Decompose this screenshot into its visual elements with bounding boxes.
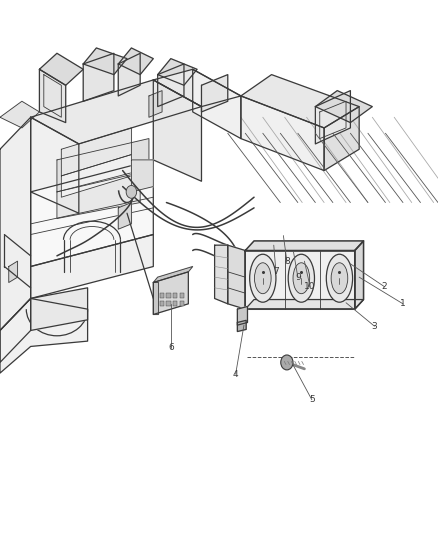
Text: 2: 2 — [382, 282, 387, 291]
Polygon shape — [0, 117, 31, 330]
Polygon shape — [61, 128, 131, 176]
Polygon shape — [118, 203, 131, 229]
Polygon shape — [57, 139, 149, 192]
Polygon shape — [215, 245, 228, 304]
Bar — [166, 301, 171, 306]
Polygon shape — [0, 101, 39, 128]
Polygon shape — [228, 245, 245, 309]
Text: 5: 5 — [309, 395, 315, 404]
Bar — [160, 293, 164, 298]
Polygon shape — [158, 64, 184, 107]
Bar — [173, 293, 177, 298]
Polygon shape — [118, 48, 153, 75]
Polygon shape — [9, 261, 18, 282]
Text: 9: 9 — [295, 273, 301, 281]
Polygon shape — [131, 160, 153, 192]
Text: 3: 3 — [371, 322, 378, 330]
Polygon shape — [83, 48, 127, 75]
Ellipse shape — [250, 254, 276, 302]
Polygon shape — [31, 80, 201, 144]
Polygon shape — [31, 160, 153, 266]
Polygon shape — [0, 298, 31, 362]
Polygon shape — [39, 69, 66, 123]
Polygon shape — [237, 306, 247, 325]
Ellipse shape — [293, 263, 310, 294]
Polygon shape — [245, 300, 364, 309]
Polygon shape — [118, 53, 140, 96]
Circle shape — [281, 355, 293, 370]
Polygon shape — [153, 282, 158, 314]
Text: 4: 4 — [233, 370, 238, 378]
Polygon shape — [355, 241, 364, 309]
Polygon shape — [153, 272, 188, 314]
Polygon shape — [149, 91, 162, 117]
Text: 10: 10 — [304, 282, 316, 291]
Bar — [180, 301, 184, 306]
Polygon shape — [324, 107, 359, 171]
Bar — [166, 293, 171, 298]
Polygon shape — [153, 69, 241, 107]
Bar — [160, 301, 164, 306]
Text: 8: 8 — [284, 257, 290, 265]
Polygon shape — [315, 91, 372, 123]
Polygon shape — [193, 69, 241, 139]
Polygon shape — [31, 235, 153, 298]
Polygon shape — [153, 80, 201, 181]
Polygon shape — [245, 251, 355, 309]
Bar — [180, 293, 184, 298]
Ellipse shape — [254, 263, 271, 294]
Polygon shape — [61, 155, 131, 197]
Bar — [173, 301, 177, 306]
Polygon shape — [31, 117, 79, 213]
Polygon shape — [83, 53, 114, 101]
Polygon shape — [31, 288, 88, 330]
Polygon shape — [158, 59, 197, 85]
Text: 7: 7 — [273, 268, 279, 276]
Polygon shape — [241, 96, 324, 171]
Text: 6: 6 — [168, 343, 174, 352]
Text: 1: 1 — [400, 300, 406, 308]
Ellipse shape — [326, 254, 353, 302]
Polygon shape — [0, 298, 88, 373]
Polygon shape — [241, 75, 359, 128]
Polygon shape — [201, 75, 228, 112]
Ellipse shape — [288, 254, 314, 302]
Polygon shape — [57, 171, 140, 219]
Polygon shape — [39, 53, 83, 85]
Polygon shape — [315, 91, 350, 144]
Polygon shape — [237, 320, 246, 332]
Circle shape — [126, 185, 137, 198]
Ellipse shape — [331, 263, 348, 294]
Polygon shape — [153, 266, 193, 282]
Polygon shape — [245, 241, 364, 251]
